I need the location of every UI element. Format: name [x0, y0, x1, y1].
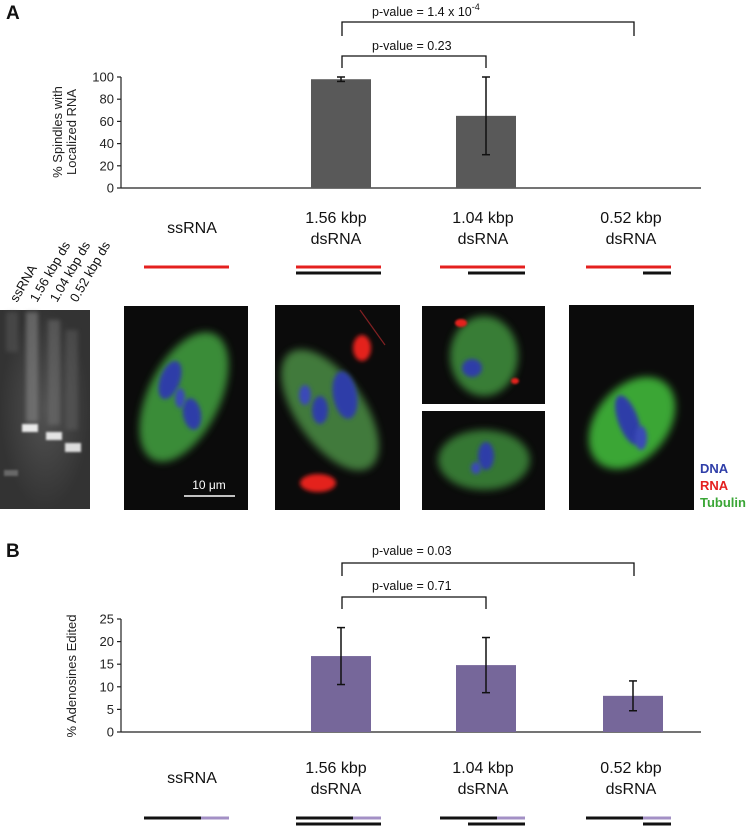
chart-a-ytick-label: 100	[92, 70, 114, 85]
construct-schematic-a	[144, 265, 671, 275]
micrograph-052-kbp	[569, 305, 694, 510]
chart-a-ytick-label: 60	[100, 114, 114, 129]
category-labels-b: ssRNA 1.56 kbp dsRNA 1.04 kbp dsRNA 0.52…	[167, 760, 662, 798]
pvalue-b-inner: p-value = 0.71	[372, 579, 452, 593]
chart-a-ytick-label: 0	[107, 181, 114, 196]
pvalue-b-outer: p-value = 0.03	[372, 544, 452, 558]
gel-image	[0, 310, 90, 509]
gel-band-052	[65, 443, 81, 452]
chart-b-ytick-label: 15	[100, 657, 114, 672]
chart-a-ytick-label: 40	[100, 136, 114, 151]
category-a-1-line2: dsRNA	[311, 231, 362, 248]
chart-b: 0 5 10 15 20 25	[100, 612, 701, 740]
gel-band-156	[22, 424, 38, 432]
legend-rna: RNA	[700, 478, 729, 493]
significance-bracket-a-inner: p-value = 0.23	[341, 39, 487, 68]
panel-b-letter: B	[6, 541, 20, 562]
chart-a: 0 20 40 60 80 100	[92, 70, 701, 196]
ylabel-a-line2: Localized RNA	[64, 89, 79, 175]
panel-a-letter: A	[6, 3, 20, 24]
category-a-2-line2: dsRNA	[458, 231, 509, 248]
significance-bracket-b-outer: p-value = 0.03	[341, 544, 635, 576]
category-labels-a: ssRNA 1.56 kbp dsRNA 1.04 kbp dsRNA 0.52…	[167, 210, 662, 248]
micrograph-104-kbp-bottom	[422, 411, 545, 510]
pvalue-a-inner: p-value = 0.23	[372, 39, 452, 53]
category-a-3-line2: dsRNA	[606, 231, 657, 248]
micrograph-ssrna: 10 μm	[124, 306, 248, 510]
chart-b-ytick-label: 25	[100, 612, 114, 627]
significance-bracket-b-inner: p-value = 0.71	[341, 579, 487, 609]
micrograph-156-kbp	[275, 305, 400, 510]
chart-b-ytick-label: 20	[100, 634, 114, 649]
pvalue-a-outer: p-value = 1.4 x 10-4	[372, 2, 480, 19]
channel-legend: DNA RNA Tubulin	[700, 461, 746, 510]
category-a-1-line1: 1.56 kbp	[305, 210, 366, 227]
category-a-3-line1: 0.52 kbp	[600, 210, 661, 227]
significance-bracket-a-outer: p-value = 1.4 x 10-4	[341, 2, 635, 36]
micrograph-104-kbp-top	[422, 306, 545, 404]
chart-b-ytick-label: 10	[100, 679, 114, 694]
category-b-0-line1: ssRNA	[167, 770, 217, 787]
chart-a-ytick-label: 20	[100, 158, 114, 173]
gel-band-104	[46, 432, 62, 440]
category-b-3-line2: dsRNA	[606, 781, 657, 798]
scale-bar-label: 10 μm	[192, 478, 226, 492]
category-b-2-line1: 1.04 kbp	[452, 760, 513, 777]
legend-dna: DNA	[700, 461, 729, 476]
category-b-2-line2: dsRNA	[458, 781, 509, 798]
category-b-1-line1: 1.56 kbp	[305, 760, 366, 777]
legend-tubulin: Tubulin	[700, 495, 746, 510]
chart-b-ytick-label: 0	[107, 725, 114, 740]
category-a-0-line1: ssRNA	[167, 220, 217, 237]
chart-b-ytick-label: 5	[107, 702, 114, 717]
category-a-2-line1: 1.04 kbp	[452, 210, 513, 227]
category-b-3-line1: 0.52 kbp	[600, 760, 661, 777]
chart-a-ytick-label: 80	[100, 92, 114, 107]
gel-lane-labels: ssRNA 1.56 kbp ds 1.04 kbp ds 0.52 kbp d…	[7, 238, 114, 304]
ylabel-a-line1: % Spindles with	[50, 86, 65, 178]
ylabel-b: % Adenosines Edited	[64, 615, 79, 738]
chart-a-bar	[311, 79, 371, 188]
category-b-1-line2: dsRNA	[311, 781, 362, 798]
construct-schematic-b	[144, 816, 671, 826]
